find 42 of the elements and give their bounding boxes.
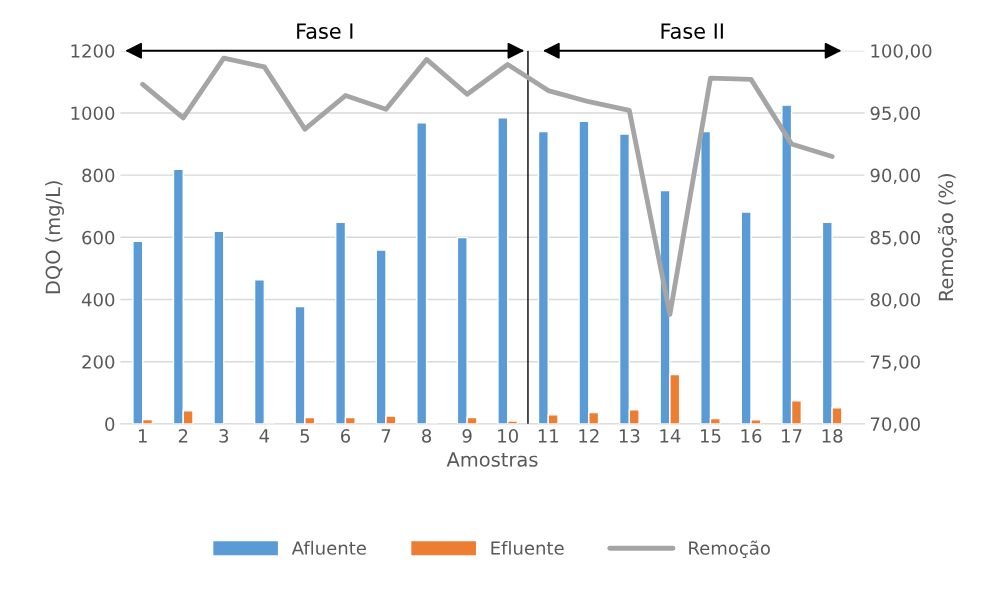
legend-label: Afluente bbox=[291, 540, 366, 555]
x-tick-label: 16 bbox=[741, 429, 762, 443]
x-tick-label: 1 bbox=[138, 429, 147, 443]
x-tick-label: 14 bbox=[660, 429, 681, 443]
y-tick-label: 200 bbox=[82, 355, 115, 369]
x-tick-label: 12 bbox=[579, 429, 599, 443]
y2-tick-label: 80,00 bbox=[870, 292, 920, 309]
y2-tick-label: 90,00 bbox=[870, 168, 920, 185]
x-tick-label: 4 bbox=[259, 429, 270, 443]
x-tick-label: 6 bbox=[340, 429, 351, 443]
x-tick-label: 8 bbox=[422, 429, 432, 443]
text: Fase I bbox=[297, 23, 353, 39]
bar bbox=[213, 230, 225, 424]
y2-tick-label: 70,00 bbox=[870, 417, 920, 433]
x-tick-label: 7 bbox=[381, 429, 391, 443]
y-tick-label: 800 bbox=[82, 168, 115, 183]
y2-tick-label: 75,00 bbox=[870, 355, 920, 371]
line-series bbox=[140, 55, 835, 317]
x-tick-label: 9 bbox=[462, 429, 472, 443]
legend-label: Remoção bbox=[689, 540, 770, 559]
x-tick-label: 3 bbox=[219, 429, 229, 443]
y-tick-label: 1200 bbox=[71, 44, 115, 58]
y-tick-label: 600 bbox=[82, 230, 115, 245]
y2-axis-title: Remoção (%) bbox=[937, 174, 957, 301]
x-tick-label: 18 bbox=[822, 429, 843, 443]
y2-tick-label: 85,00 bbox=[870, 230, 920, 247]
y-axis-title: DQO (mg/L) bbox=[45, 181, 64, 294]
text: Fase II bbox=[661, 23, 723, 39]
x-tick-label: 10 bbox=[498, 429, 518, 443]
y-tick-label: 400 bbox=[81, 292, 115, 307]
legend-label: Efluente bbox=[491, 540, 564, 555]
y-tick-label: 1000 bbox=[71, 106, 115, 121]
y-tick-label: 0 bbox=[105, 417, 115, 431]
x-tick-label: 2 bbox=[178, 429, 188, 443]
x-tick-label: 11 bbox=[538, 429, 559, 443]
y2-tick-label: 100,00 bbox=[871, 44, 932, 60]
x-tick-label: 5 bbox=[300, 429, 310, 443]
x-tick-label: 15 bbox=[700, 429, 721, 443]
x-tick-label: 17 bbox=[782, 429, 802, 443]
x-axis-title: Amostras bbox=[446, 452, 538, 467]
y2-tick-label: 95,00 bbox=[870, 106, 920, 122]
x-tick-label: 13 bbox=[619, 429, 640, 443]
